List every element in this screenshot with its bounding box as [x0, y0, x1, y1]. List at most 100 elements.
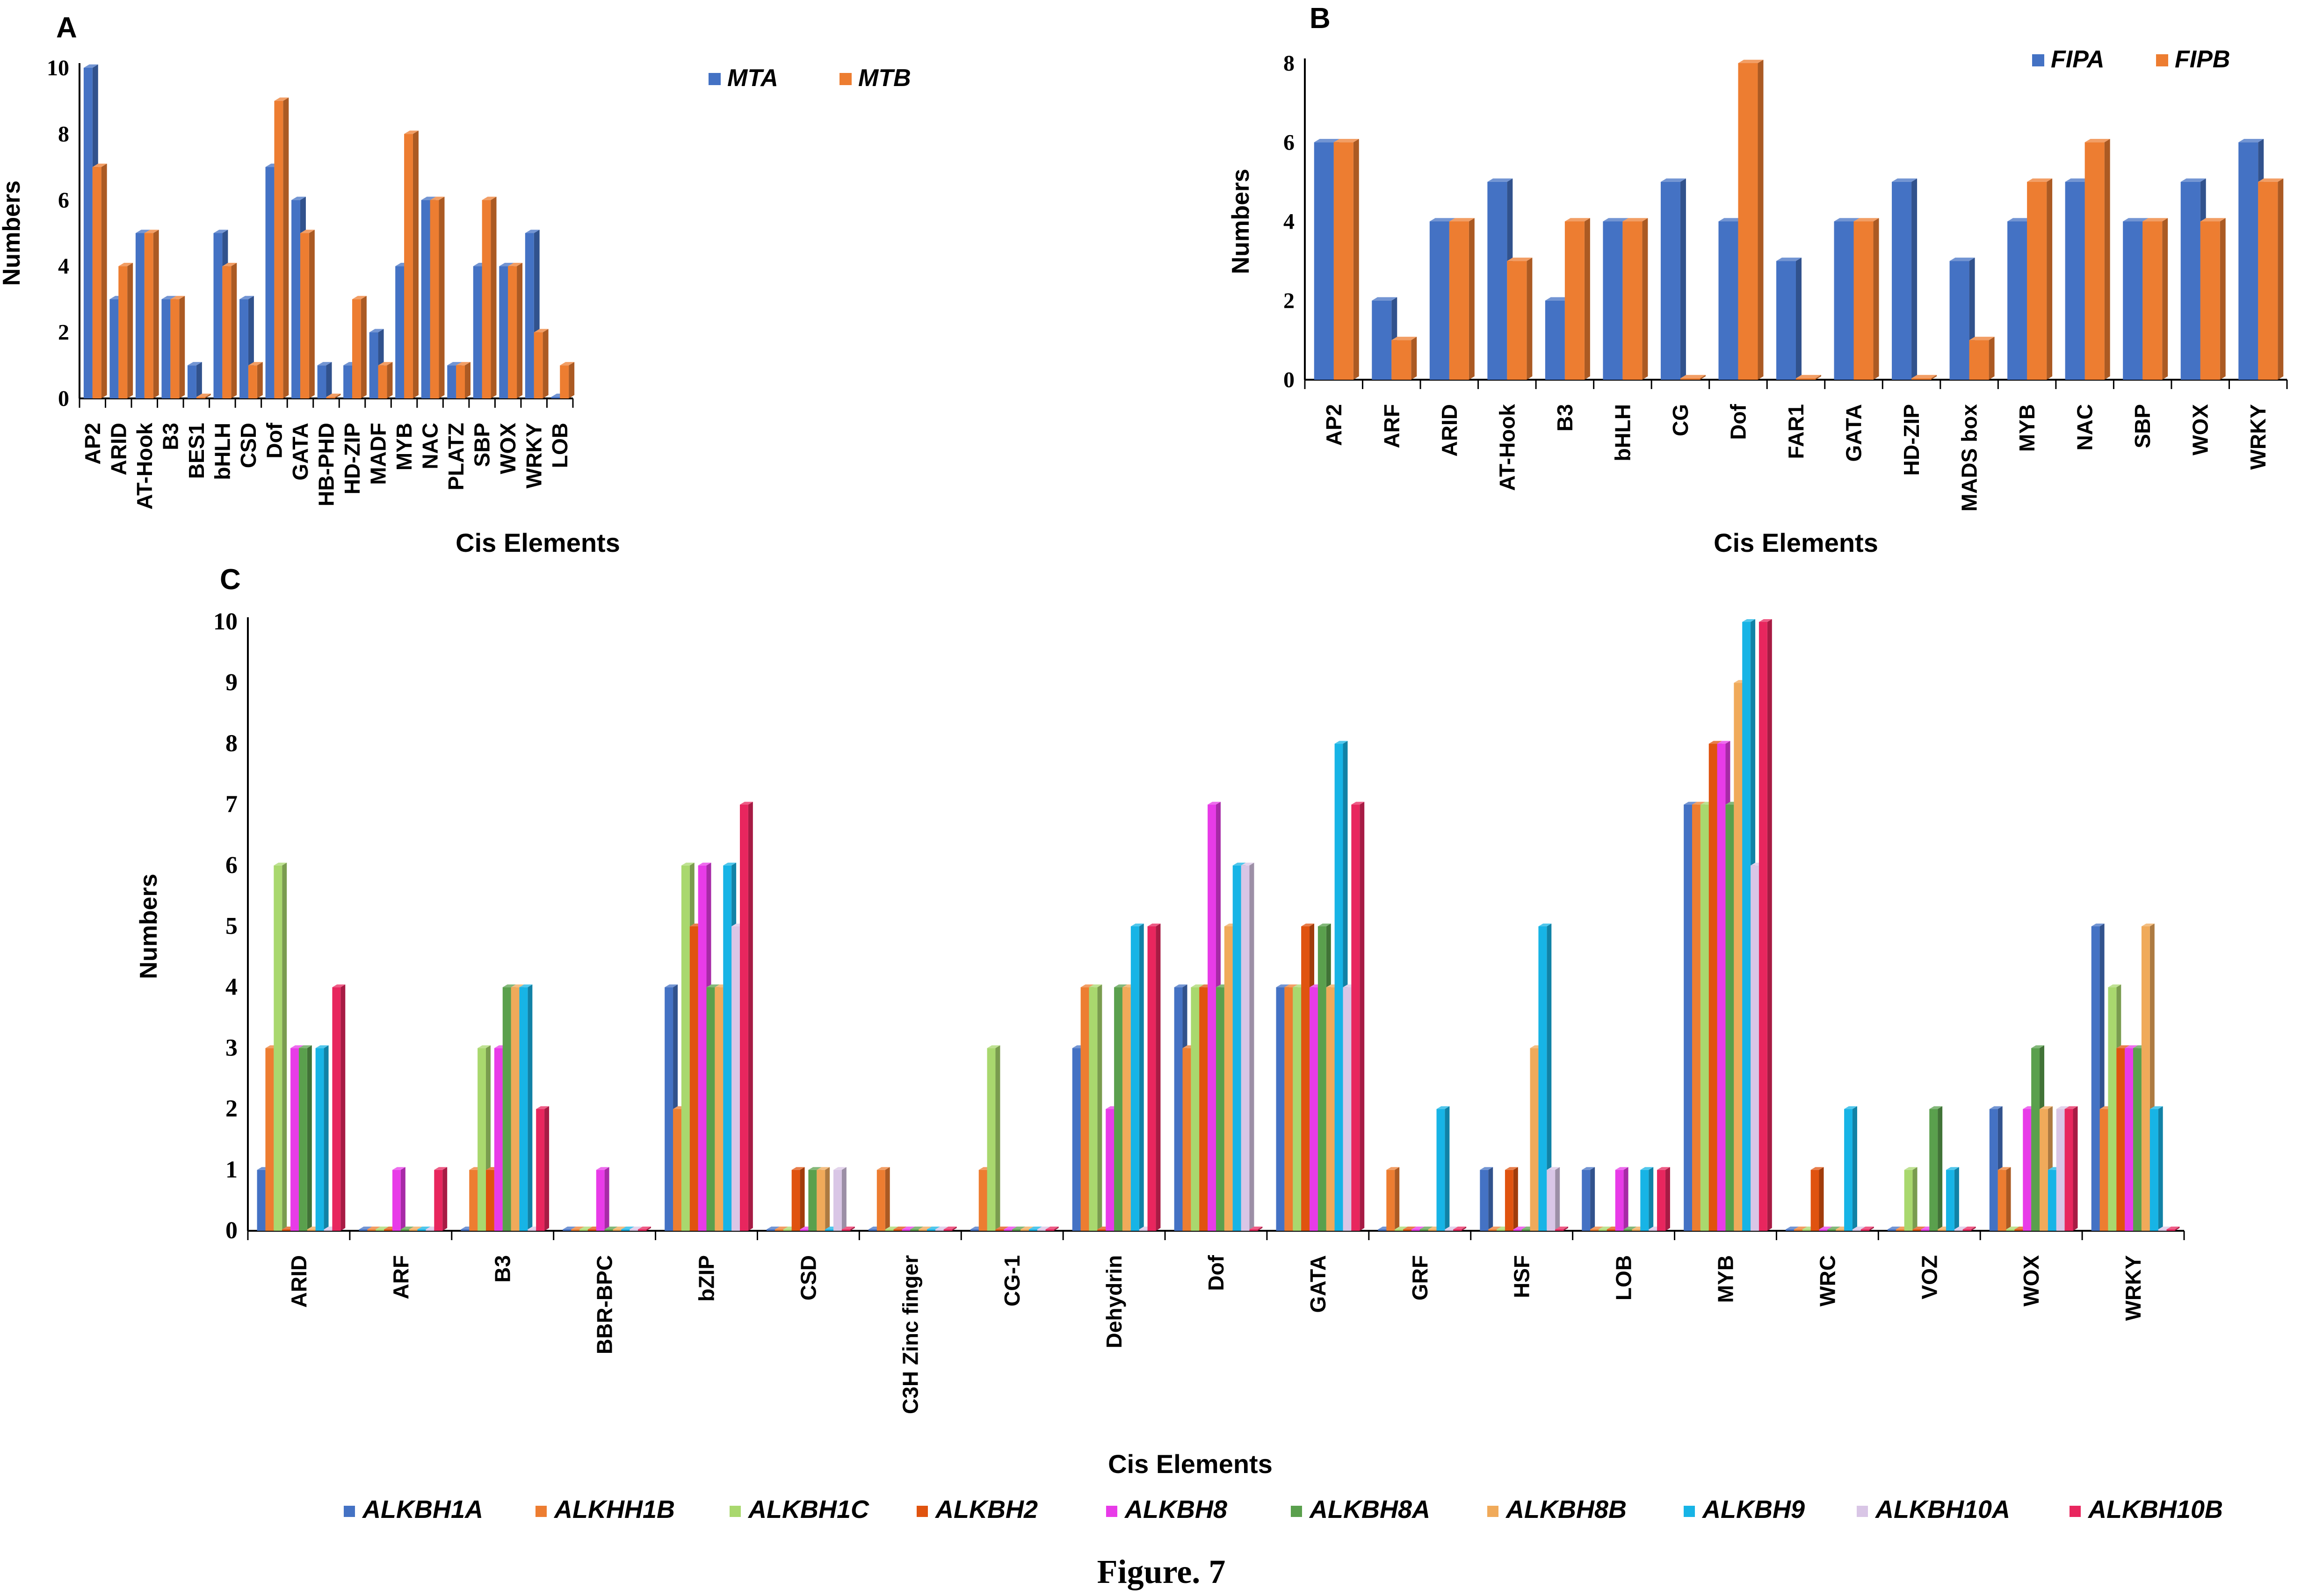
legend-swatch — [2070, 1506, 2081, 1517]
category-label: GATA — [288, 423, 312, 481]
bar-mta — [317, 362, 332, 398]
bar-fipb — [1391, 337, 1417, 380]
bar-mtb — [274, 97, 289, 398]
bar-alkbh10b — [1759, 619, 1772, 1231]
category-label: B3 — [1553, 404, 1577, 432]
bar-alkbh10b — [434, 1167, 448, 1231]
bar-alkbh9 — [2149, 1106, 2163, 1231]
category-label: CSD — [236, 423, 261, 468]
category-label: CSD — [796, 1255, 820, 1300]
bar-alkbh2 — [791, 1167, 805, 1231]
legend: ALKBH1A ALKHH1B ALKBH1C ALKBH2 ALKBH8 ALKBH8A… — [344, 1495, 2223, 1524]
y-tick-label: 6 — [58, 188, 69, 213]
bar-mtb — [508, 263, 523, 398]
legend-swatch — [2032, 54, 2044, 66]
bar-fipb — [1680, 375, 1706, 380]
y-tick-label: 4 — [1283, 209, 1295, 234]
legend-label: ALKBH9 — [1701, 1495, 1805, 1524]
y-tick-label: 8 — [1283, 51, 1295, 76]
category-label: Dof — [1204, 1255, 1228, 1291]
category-label: WOX — [496, 423, 520, 474]
bar-alkbh8 — [1615, 1167, 1628, 1231]
legend-swatch — [1857, 1506, 1868, 1517]
legend-label: ALKBH8B — [1505, 1495, 1627, 1524]
y-tick-label: 4 — [58, 254, 69, 279]
bar-fipa — [1949, 257, 1975, 380]
category-label: FAR1 — [1784, 404, 1808, 459]
legend: FIPA FIPB — [2032, 46, 2230, 73]
bar-fipb — [1853, 218, 1879, 380]
bar-alkbh9 — [1640, 1167, 1654, 1231]
category-label: WRKY — [2246, 404, 2270, 470]
category-label: ARID — [1437, 404, 1462, 456]
category-label: AT-Hook — [132, 423, 157, 510]
category-label: AT-Hook — [1495, 404, 1519, 491]
bar-alkhh1b — [876, 1167, 890, 1231]
legend-label: FIPB — [2175, 46, 2230, 73]
legend-swatch — [536, 1506, 547, 1517]
bar-alkbh9 — [1130, 924, 1144, 1231]
bar-fipa — [1892, 178, 1918, 380]
category-label: bZIP — [695, 1255, 719, 1302]
y-tick-label: 0 — [1283, 368, 1295, 392]
bar-alkbh10b — [2166, 1227, 2180, 1231]
y-tick-label: 10 — [213, 608, 238, 635]
category-label: AP2 — [80, 423, 105, 464]
bar-fipb — [2084, 139, 2110, 380]
bar-alkhh1b — [1386, 1167, 1400, 1231]
bar-alkbh8 — [596, 1167, 609, 1231]
bar-alkbh9 — [315, 1045, 329, 1231]
bar-mtb — [196, 393, 211, 398]
bar-mtb — [534, 329, 549, 398]
bar-fipa — [1660, 178, 1686, 380]
y-tick-label: 4 — [225, 974, 238, 1000]
category-label: Dof — [1726, 404, 1750, 440]
bar-mtb — [170, 296, 185, 398]
category-label: ARF — [1379, 404, 1404, 448]
y-tick-label: 6 — [225, 852, 238, 879]
bar-alkbh10b — [1657, 1167, 1670, 1231]
category-label: MADF — [366, 423, 391, 485]
bar-alkbh8a — [298, 1045, 312, 1231]
bar-fipb — [2142, 218, 2168, 380]
bar-fipb — [1564, 218, 1590, 380]
bar-fipb — [1622, 218, 1648, 380]
category-label: Dof — [262, 422, 286, 458]
panel-b: B 0 2 4 6 8 AP2 ARF ARID AT-Hook B3 bHLH CG Dof FAR1 GA… — [1227, 2, 2288, 557]
bar-alkbh10b — [2064, 1106, 2078, 1231]
category-label: SBP — [2130, 404, 2155, 448]
category-label: LOB — [548, 423, 572, 468]
y-axis-title: Numbers — [0, 181, 25, 286]
category-label: MYB — [392, 423, 416, 470]
panel-c: C 0 1 2 3 4 5 6 7 8 9 10 ARID ARF B3 BBR-BPC bZIP CSD C3H … — [135, 563, 2223, 1524]
y-axis-title: Numbers — [135, 874, 162, 979]
bar-mtb — [352, 296, 367, 398]
bar-mtb — [144, 230, 159, 398]
legend-label: ALKBH8 — [1124, 1495, 1227, 1524]
bar-alkbh10b — [1962, 1227, 1976, 1231]
y-tick-label: 0 — [225, 1217, 238, 1244]
bar-alkbh10b — [1351, 802, 1365, 1231]
y-tick-label: 2 — [225, 1096, 238, 1122]
category-label: bHLH — [210, 423, 234, 480]
bar-fipb — [1969, 337, 1995, 380]
category-label: C3H Zinc finger — [898, 1255, 922, 1414]
legend-label: ALKBH2 — [934, 1495, 1038, 1524]
x-axis-title: Cis Elements — [1714, 528, 1878, 557]
legend-label: MTA — [727, 65, 778, 92]
bar-alkbh8 — [392, 1167, 405, 1231]
category-label: ARID — [287, 1255, 311, 1307]
bar-alkbh9 — [1436, 1106, 1450, 1231]
legend-label: ALKBH8A — [1309, 1495, 1430, 1524]
legend-label: FIPA — [2051, 46, 2105, 73]
bar-mtb — [300, 230, 315, 398]
bar-mta — [187, 362, 202, 398]
x-axis-title: Cis Elements — [1108, 1449, 1273, 1479]
bar-mtb — [92, 163, 107, 398]
category-label: GATA — [1306, 1255, 1330, 1313]
category-label: bHLH — [1610, 404, 1635, 462]
legend-label: ALKBH10B — [2087, 1495, 2223, 1524]
legend-label: ALKBH10A — [1874, 1495, 2010, 1524]
y-tick-label: 2 — [1283, 289, 1295, 313]
